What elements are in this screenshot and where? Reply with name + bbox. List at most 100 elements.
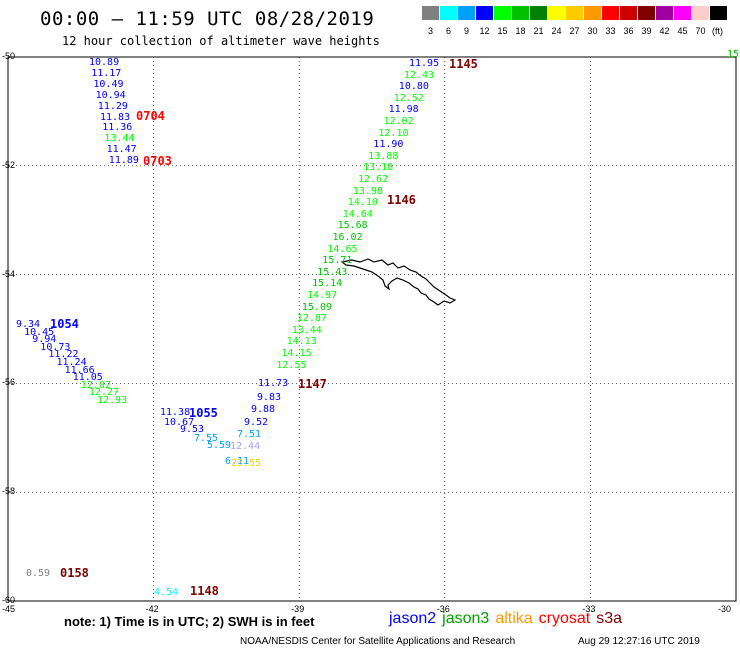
wave-height-value: 23.55 — [231, 458, 262, 469]
longitude-label: -42 — [145, 604, 159, 614]
wave-height-value: 11.89 — [108, 155, 139, 167]
pass-time-label: 1055 — [189, 406, 218, 420]
pass-time-label: 1054 — [50, 317, 79, 331]
wave-height-value: 0.59 — [26, 568, 51, 579]
wave-height-value: 12.93 — [97, 395, 128, 406]
legend-swatch — [692, 6, 709, 20]
wave-height-value: 11.36 — [102, 122, 133, 134]
wave-height-value: 14.65 — [327, 243, 358, 255]
legend-label: 3 — [427, 26, 433, 36]
wave-height-value: 10.94 — [95, 89, 126, 101]
wave-height-value: 15.09 — [301, 301, 332, 313]
legend-label: 70 — [695, 26, 706, 36]
footer-note: note: 1) Time is in UTC; 2) SWH is in fe… — [64, 614, 315, 629]
wave-height-value: 11.98 — [388, 104, 419, 116]
longitude-label: -45 — [2, 604, 16, 614]
legend-swatch — [494, 6, 511, 20]
legend-swatch — [620, 6, 637, 20]
wave-height-value: 11.66 — [64, 364, 95, 376]
legend-label: 36 — [623, 26, 634, 36]
wave-height-value: 15.68 — [337, 220, 368, 232]
legend-label: 18 — [515, 26, 526, 36]
pass-time-label: 1147 — [298, 377, 327, 391]
legend-swatch — [638, 6, 655, 20]
wave-height-value: 11.90 — [373, 139, 404, 151]
legend-label: 27 — [569, 26, 580, 36]
legend-unit: (ft) — [712, 26, 723, 36]
latitude-label: -52 — [2, 159, 16, 170]
legend-swatch — [512, 6, 529, 20]
legend-label: 45 — [677, 26, 688, 36]
wave-height-value: 10.45 — [24, 326, 55, 338]
legend-swatch — [548, 6, 565, 20]
longitude-label: -33 — [582, 604, 596, 614]
wave-height-value: 16.02 — [332, 232, 363, 243]
latitude-label: -60 — [2, 595, 16, 605]
wave-height-value: 12.43 — [403, 69, 434, 81]
wave-height-value: 4.54 — [154, 587, 179, 598]
wave-height-value: 13.44 — [104, 133, 135, 145]
wave-height-value: 12.55 — [276, 359, 307, 371]
legend-label: 39 — [641, 26, 652, 36]
wave-height-value: 13.18 — [363, 162, 394, 174]
pass-time-label: 1145 — [449, 57, 478, 71]
wave-height-value: 11.29 — [97, 100, 128, 112]
wave-height-value: 7.55 — [194, 433, 219, 444]
wave-height-value: 11.05 — [72, 372, 103, 384]
satellite-name: jason3 — [442, 610, 490, 627]
wave-height-value: 13.88 — [368, 150, 399, 162]
wave-height-value: 9.83 — [257, 392, 282, 403]
wave-height-value: 15 — [727, 49, 740, 60]
page-subtitle: 12 hour collection of altimeter wave hei… — [62, 34, 380, 48]
wave-height-value: 5.59 — [207, 440, 232, 451]
legend-swatch — [602, 6, 619, 20]
wave-height-value: 12.02 — [383, 116, 414, 127]
legend-swatch — [422, 6, 439, 20]
wave-height-value: 6.11 — [225, 456, 250, 467]
legend-label: 33 — [605, 26, 616, 36]
latitude-label: -50 — [2, 51, 16, 61]
wave-height-value: 10.73 — [40, 341, 71, 353]
wave-height-value: 11.24 — [56, 357, 87, 368]
satellite-name: s3a — [596, 610, 623, 627]
south-georgia-coastline — [340, 258, 457, 306]
legend-label: 6 — [445, 26, 451, 36]
wave-height-value: 11.22 — [48, 349, 79, 361]
satellite-name: altika — [495, 610, 533, 627]
wave-height-value: 15.71 — [322, 255, 353, 267]
legend-swatch — [476, 6, 493, 20]
legend-label: 15 — [497, 26, 508, 36]
wave-height-value: 12.10 — [378, 127, 409, 139]
legend-label: 24 — [551, 26, 562, 36]
legend-label: 30 — [587, 26, 598, 36]
wave-height-value: 13.98 — [352, 185, 383, 197]
pass-time-label: 0703 — [143, 154, 172, 168]
legend-label: 42 — [659, 26, 670, 36]
wave-height-value: 12.87 — [296, 313, 327, 325]
legend-swatch — [584, 6, 601, 20]
legend-swatch — [674, 6, 691, 20]
wave-height-value: 12.44 — [230, 441, 261, 452]
wave-height-value: 11.83 — [100, 111, 131, 123]
latitude-label: -58 — [2, 486, 16, 497]
map-border — [7, 56, 737, 602]
wave-height-value: 14.15 — [281, 348, 312, 359]
legend-swatch — [656, 6, 673, 20]
wave-height-value: 12.52 — [393, 92, 424, 104]
wave-height-value: 14.13 — [286, 336, 317, 348]
legend-swatch — [440, 6, 457, 20]
wave-height-value: 10.49 — [93, 78, 124, 90]
pass-time-label: 0158 — [60, 566, 89, 580]
wave-height-value: 11.95 — [409, 58, 440, 69]
longitude-label: -30 — [718, 604, 732, 614]
legend-swatch — [530, 6, 547, 20]
legend-swatch — [710, 6, 727, 20]
legend-label: 21 — [533, 26, 544, 36]
latitude-label: -54 — [2, 268, 16, 279]
wave-height-value: 12.62 — [358, 174, 389, 185]
wave-height-value: 7.51 — [237, 429, 262, 440]
pass-time-label: 1148 — [190, 584, 219, 598]
wave-height-value: 15.14 — [312, 278, 343, 290]
page-title: 00:00 — 11:59 UTC 08/28/2019 — [40, 8, 375, 30]
longitude-label: -36 — [436, 604, 450, 614]
